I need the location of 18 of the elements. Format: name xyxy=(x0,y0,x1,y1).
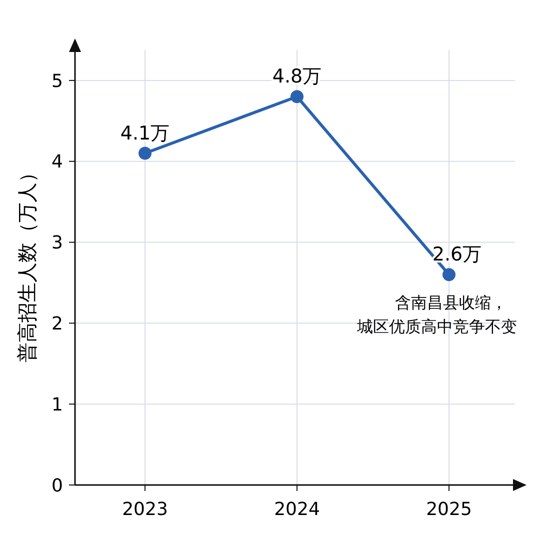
annotation: 含南昌县收缩， xyxy=(395,293,507,312)
x-tick-label: 2023 xyxy=(122,499,168,520)
x-tick-label: 2025 xyxy=(426,499,472,520)
point xyxy=(290,90,304,104)
x-tick-label: 2024 xyxy=(274,499,320,520)
y-axis-title: 普高招生人数（万人） xyxy=(15,162,39,362)
data-label: 4.1万 xyxy=(120,122,170,144)
y-tick-label: 1 xyxy=(52,394,63,416)
point xyxy=(442,268,456,282)
y-tick-label: 0 xyxy=(52,475,63,496)
annotation: 城区优质高中竞争不变 xyxy=(356,317,517,336)
point xyxy=(138,146,152,160)
data-label: 2.6万 xyxy=(432,244,482,266)
y-tick-label: 2 xyxy=(52,313,63,334)
y-tick-label: 4 xyxy=(52,152,63,173)
y-tick-label: 5 xyxy=(52,70,63,92)
data-label: 4.8万 xyxy=(272,66,322,88)
y-tick-label: 3 xyxy=(52,232,63,254)
